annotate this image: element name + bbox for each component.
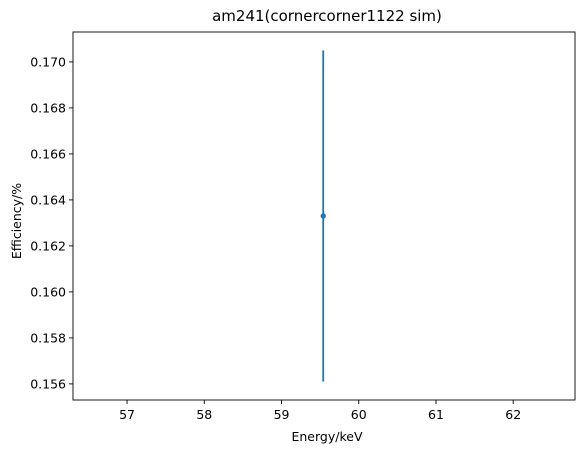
- x-tick-label: 62: [505, 407, 521, 422]
- y-tick-label: 0.156: [30, 376, 66, 391]
- data-point: [321, 213, 326, 218]
- y-tick-label: 0.164: [30, 192, 66, 207]
- x-tick-label: 59: [274, 407, 290, 422]
- chart-title: am241(cornercorner1122 sim): [212, 7, 442, 25]
- x-tick-label: 57: [119, 407, 135, 422]
- y-tick-label: 0.166: [30, 146, 66, 161]
- x-tick-label: 60: [351, 407, 367, 422]
- y-axis-label: Efficiency/%: [9, 183, 24, 259]
- y-tick-label: 0.160: [30, 284, 66, 299]
- x-axis-label: Energy/keV: [291, 429, 362, 444]
- y-tick-label: 0.158: [30, 330, 66, 345]
- y-tick-label: 0.170: [30, 54, 66, 69]
- y-tick-label: 0.162: [30, 238, 66, 253]
- y-tick-label: 0.168: [30, 100, 66, 115]
- x-tick-label: 58: [196, 407, 212, 422]
- x-tick-label: 61: [428, 407, 444, 422]
